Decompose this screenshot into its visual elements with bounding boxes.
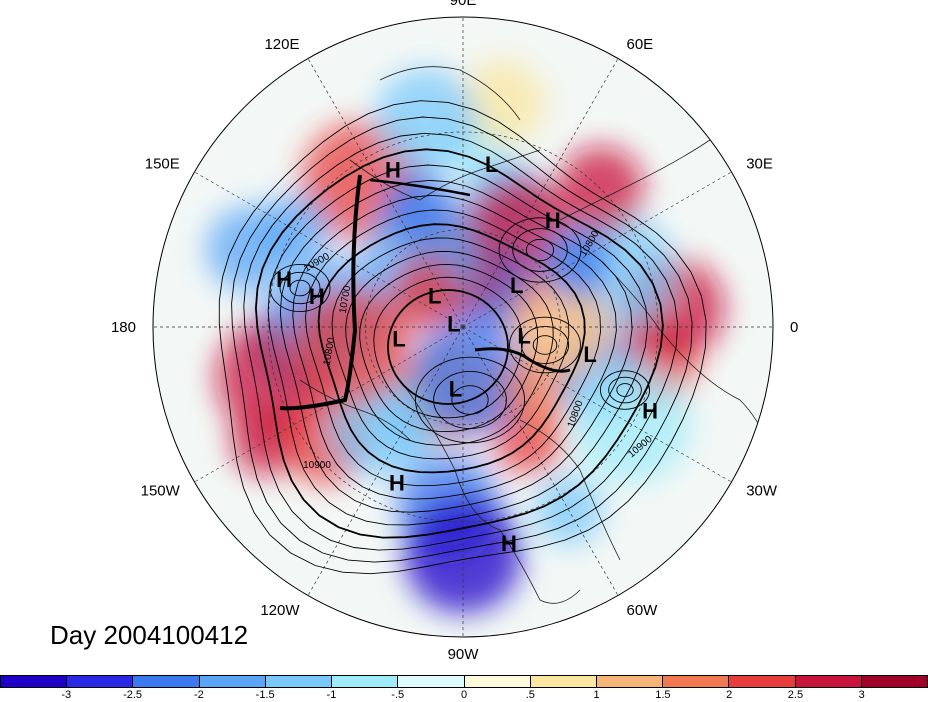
colorbar-tick-label: -2 <box>193 689 204 701</box>
high-pressure-center: H <box>545 208 561 233</box>
longitude-label-lon-0: 0 <box>790 319 798 336</box>
low-pressure-center: L <box>485 152 498 177</box>
colorbar-tick-label: 3 <box>858 689 865 701</box>
colorbar-segment <box>265 676 333 687</box>
colorbar-segment <box>729 676 796 687</box>
contour-label: 10800 <box>322 336 338 366</box>
longitude-label-lon-150w: 150W <box>141 483 181 500</box>
longitude-label-lon-120w: 120W <box>260 602 300 619</box>
high-pressure-center: H <box>642 398 658 423</box>
low-pressure-center: L <box>428 284 441 309</box>
longitude-label-lon-120e: 120E <box>264 36 299 53</box>
colorbar-segment <box>861 676 928 687</box>
colorbar-tick-label: 2.5 <box>787 689 804 701</box>
longitude-label-lon-30w: 30W <box>746 483 778 500</box>
colorbar-tick-label: -1.5 <box>255 689 275 701</box>
colorbar-tick-label: -.5 <box>391 689 405 701</box>
longitude-label-lon-90w: 90W <box>448 646 480 663</box>
colorbar-tick-label: 0 <box>460 689 468 701</box>
colorbar-segment <box>464 676 531 687</box>
colorbar-segment <box>199 676 266 687</box>
longitude-label-lon-60w: 60W <box>627 602 659 619</box>
contour-label: 10900 <box>303 460 331 471</box>
high-pressure-center: H <box>309 284 325 309</box>
low-pressure-center: L <box>447 312 460 337</box>
colorbar-tick-label: 1.5 <box>655 689 671 701</box>
longitude-label-lon-60e: 60E <box>627 36 654 53</box>
colorbar-segment <box>398 676 465 687</box>
colorbar-tick-label: -2.5 <box>123 689 143 701</box>
colorbar-tick-label: -3 <box>61 689 72 701</box>
high-pressure-center: H <box>389 471 405 496</box>
geopotential-contours <box>218 100 707 575</box>
high-pressure-center: H <box>385 158 401 183</box>
colorbar-segment <box>530 676 597 687</box>
longitude-label-lon-150e: 150E <box>145 156 180 173</box>
colorbar-tick-label: 2 <box>726 689 733 701</box>
colorbar-segment <box>795 676 862 687</box>
colorbar-segment <box>133 676 200 687</box>
colorbar-segment <box>332 676 399 687</box>
colorbar-segment <box>663 676 730 687</box>
colorbar-segment <box>1 676 68 687</box>
low-pressure-center: L <box>392 326 405 351</box>
date-label: Day 2004100412 <box>50 620 249 650</box>
colorbar-ticks: -3 -2.5 -2 -1.5 -1 -.5 0 .5 1 1.5 2 2.5 3 <box>0 689 928 702</box>
map-disc <box>153 17 773 637</box>
longitude-label-lon-90e: 90E <box>450 0 477 9</box>
colorbar-segment <box>67 676 134 687</box>
contour-label: 10700 <box>338 284 354 314</box>
high-pressure-center: H <box>276 267 292 292</box>
temperature-anomaly-field <box>206 59 725 614</box>
high-pressure-center: H <box>501 531 517 556</box>
longitude-labels: 90E 60E 30E 0 30W 60W 90W 120W 150W 180 150E 120E <box>111 0 798 663</box>
longitude-label-lon-180: 180 <box>111 319 136 336</box>
colorbar-tick-label: -1 <box>326 689 337 701</box>
longitude-label-lon-30e: 30E <box>746 156 773 173</box>
low-pressure-center: L <box>583 342 596 367</box>
colorbar <box>0 675 928 688</box>
colorbar-segment <box>596 676 664 687</box>
low-pressure-center: L <box>517 324 530 349</box>
map-boundary <box>152 16 774 638</box>
low-pressure-center: L <box>449 376 462 401</box>
colorbar-tick-label: .5 <box>525 689 535 701</box>
colorbar-tick-label: 1 <box>593 689 600 701</box>
low-pressure-center: L <box>510 273 523 298</box>
